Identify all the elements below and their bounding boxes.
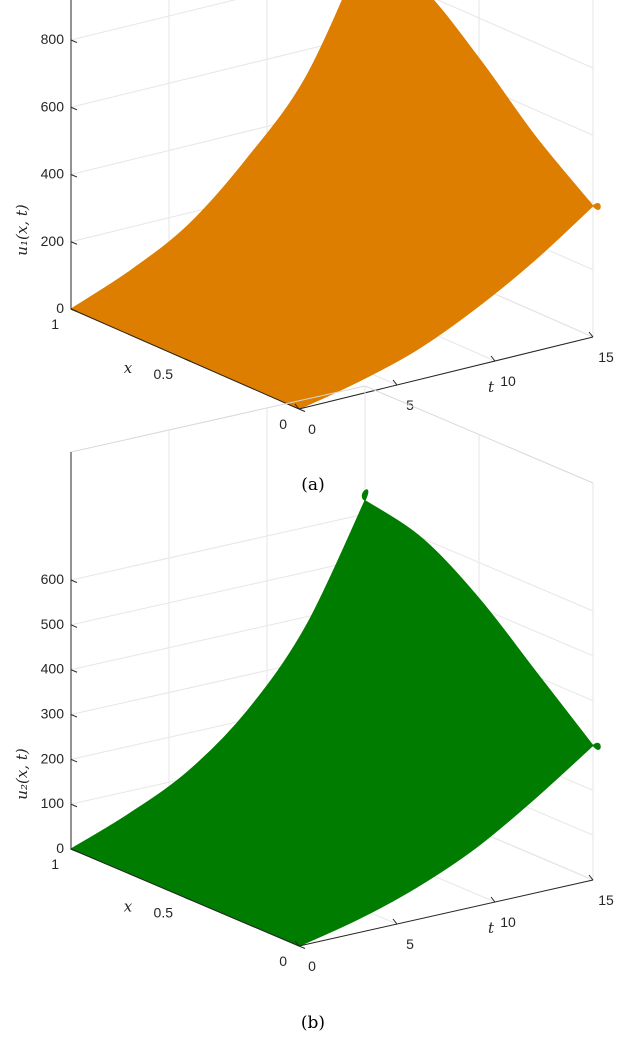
z-axis-label: u₁(x, t) bbox=[13, 204, 31, 256]
t-tick-label: 5 bbox=[406, 936, 414, 952]
x-axis-label: x bbox=[124, 359, 133, 377]
x-tick-mark bbox=[298, 408, 306, 412]
z-tick-label: 0 bbox=[56, 840, 64, 856]
t-axis-line bbox=[298, 879, 594, 947]
x-tick-mark bbox=[184, 897, 192, 901]
t-tick-mark bbox=[490, 355, 496, 362]
x-tick-mark bbox=[70, 848, 78, 852]
z-gridline-left-wall bbox=[70, 0, 237, 41]
z-tick-mark bbox=[70, 758, 78, 763]
z-tick-mark bbox=[70, 39, 78, 44]
t-axis-label: t bbox=[488, 378, 495, 396]
z-gridline-left-wall bbox=[70, 558, 366, 626]
z-axis-label: u₂(x, t) bbox=[13, 748, 31, 800]
t-tick-mark bbox=[294, 403, 300, 410]
x-tick-label: 0 bbox=[279, 416, 287, 432]
z-tick-label: 500 bbox=[41, 616, 65, 632]
figure-caption: (a) bbox=[301, 475, 324, 495]
z-tick-label: 400 bbox=[41, 166, 65, 182]
z-tick-mark bbox=[70, 624, 78, 628]
x-tick-label: 1 bbox=[51, 316, 59, 332]
t-tick-mark bbox=[392, 918, 398, 925]
z-tick-label: 600 bbox=[41, 98, 65, 114]
t-axis-label: t bbox=[488, 919, 495, 937]
x-axis-label: x bbox=[124, 898, 133, 916]
t-tick-label: 10 bbox=[500, 373, 516, 389]
x-tick-label: 0 bbox=[279, 953, 287, 969]
z-tick-mark bbox=[70, 714, 78, 718]
t-tick-mark bbox=[588, 874, 594, 881]
t-tick-mark bbox=[392, 379, 398, 386]
t-tick-mark bbox=[490, 896, 496, 903]
z-tick-mark bbox=[70, 106, 78, 111]
x-tick-label: 0.5 bbox=[154, 366, 174, 382]
x-tick-mark bbox=[298, 945, 306, 949]
z-tick-label: 400 bbox=[41, 661, 65, 677]
z-tick-mark bbox=[70, 241, 78, 245]
t-tick-label: 15 bbox=[598, 349, 614, 365]
z-gridline-left-wall bbox=[70, 513, 366, 581]
z-tick-mark bbox=[70, 669, 78, 673]
x-tick-label: 0.5 bbox=[154, 905, 174, 921]
z-tick-label: 100 bbox=[41, 795, 65, 811]
x-tick-label: 1 bbox=[51, 856, 59, 872]
t-tick-mark bbox=[588, 331, 594, 338]
z-tick-mark bbox=[70, 803, 78, 808]
z-tick-mark bbox=[70, 579, 78, 584]
z-tick-mark bbox=[70, 174, 78, 178]
z-tick-label: 200 bbox=[41, 750, 65, 766]
x-tick-mark bbox=[70, 308, 78, 312]
surface bbox=[69, 0, 601, 410]
figure-caption: (b) bbox=[301, 1013, 325, 1033]
surface bbox=[69, 489, 601, 947]
t-tick-label: 0 bbox=[308, 421, 316, 437]
t-tick-label: 0 bbox=[308, 958, 316, 974]
x-tick-mark bbox=[184, 358, 192, 362]
z-tick-label: 600 bbox=[41, 571, 65, 587]
z-gridline-left-wall bbox=[70, 34, 366, 108]
z-tick-label: 0 bbox=[56, 300, 64, 316]
z-tick-label: 300 bbox=[41, 706, 65, 722]
t-tick-mark bbox=[294, 940, 300, 947]
t-tick-label: 15 bbox=[598, 892, 614, 908]
z-tick-label: 800 bbox=[41, 31, 65, 47]
t-tick-label: 10 bbox=[500, 914, 516, 930]
box-edge-top-back-left bbox=[70, 385, 366, 453]
z-tick-label: 200 bbox=[41, 233, 65, 249]
t-axis-line bbox=[298, 336, 594, 410]
